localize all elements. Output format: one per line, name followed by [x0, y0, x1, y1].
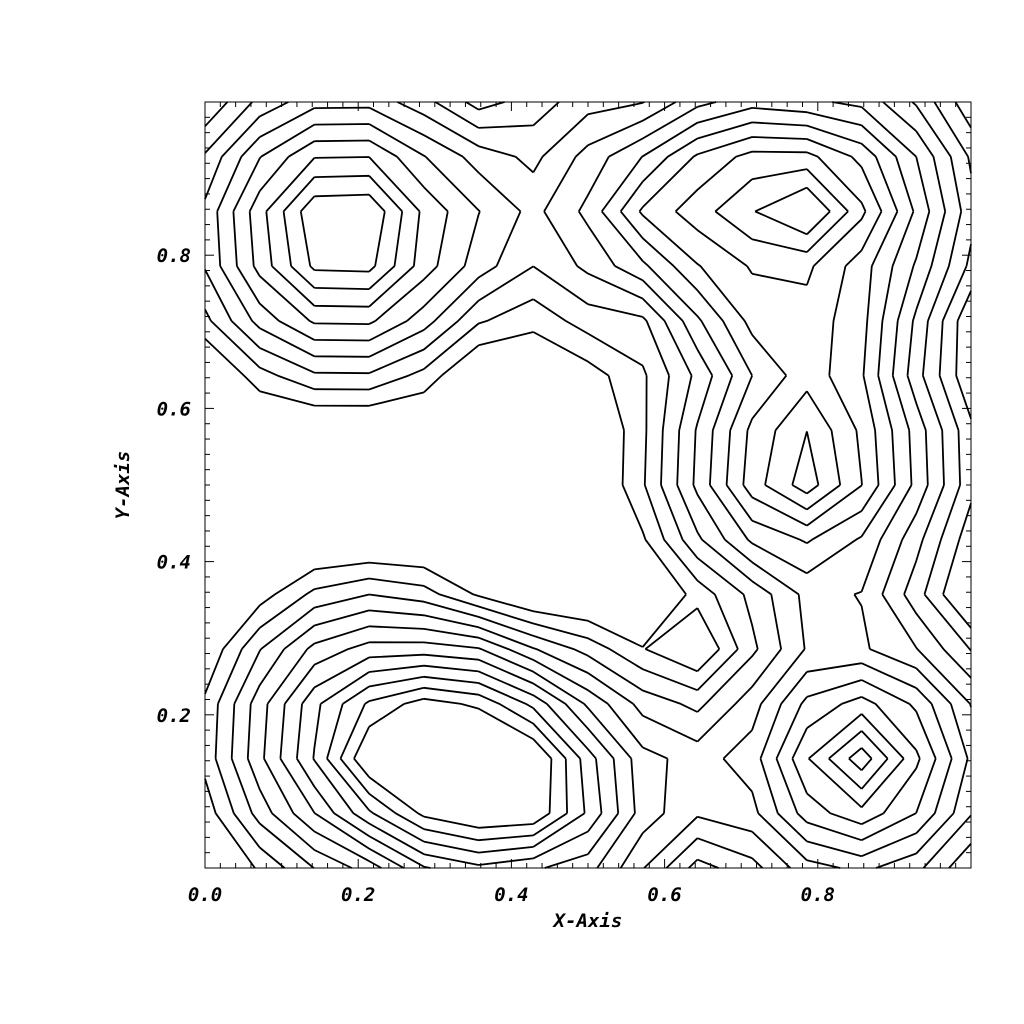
- contour-line: [299, 150, 905, 854]
- y-axis-title: Y-Axis: [112, 451, 134, 520]
- x-tick-labels: 0.0 0.2 0.4 0.6 0.8: [188, 884, 835, 906]
- y-tick-label: 0.4: [157, 552, 191, 574]
- x-axis-title: X-Axis: [552, 910, 623, 932]
- contour-line: [232, 101, 969, 869]
- contour-line: [204, 101, 972, 869]
- y-tick-label: 0.8: [157, 245, 191, 267]
- x-tick-label: 0.2: [341, 884, 375, 906]
- contour-line: [248, 107, 953, 869]
- contour-line: [353, 186, 873, 829]
- contour-line: [339, 168, 889, 842]
- contour-line: [204, 101, 972, 869]
- y-tick-labels: 0.2 0.4 0.6 0.8: [157, 245, 191, 727]
- x-tick-label: 0.8: [801, 884, 835, 906]
- x-tick-label: 0.6: [647, 884, 681, 906]
- contour-line: [204, 101, 972, 869]
- x-tick-label: 0.4: [494, 884, 528, 906]
- contour-lines: [204, 101, 972, 869]
- y-tick-label: 0.6: [157, 398, 191, 420]
- contour-line: [216, 101, 972, 869]
- axis-ticks: [204, 101, 972, 869]
- contour-line: [282, 136, 921, 866]
- x-tick-label: 0.0: [188, 884, 222, 906]
- contour-line: [265, 121, 937, 869]
- y-tick-label: 0.2: [157, 705, 191, 727]
